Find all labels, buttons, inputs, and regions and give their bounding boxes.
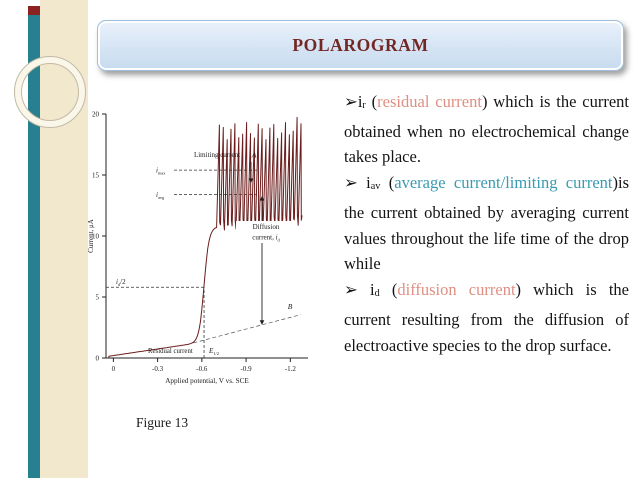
sidebar-accent-cap <box>28 6 40 15</box>
body-text-segment: d <box>374 288 380 300</box>
x-tick-label: -0.6 <box>196 365 208 373</box>
y-tick-label: 5 <box>96 293 100 301</box>
body-text-segment: av <box>370 181 381 193</box>
body-text-segment: ) which is the current obtained when no … <box>344 92 630 167</box>
chart-element: 1/2 <box>213 351 219 356</box>
body-text-segment: ( <box>365 92 378 111</box>
body-text-segment: ( <box>379 280 398 300</box>
body-text-segment: i <box>357 92 363 111</box>
body-text-segment: diffusion current <box>397 280 516 300</box>
label-backplate <box>236 221 296 243</box>
chart-element: A <box>251 151 257 160</box>
body-text-segment: r <box>362 99 366 111</box>
chart-element: i <box>156 167 158 175</box>
polarogram-curve <box>108 116 303 358</box>
body-bullet: ➢ iav (average current/limiting current)… <box>344 170 629 277</box>
body-text-segment: ) which is the current resulting from th… <box>344 280 629 355</box>
chart-element: Diffusion <box>253 223 280 231</box>
body-bullet: ➢ir (residual current) which is the curr… <box>344 89 629 170</box>
body-text-segment: residual current <box>377 92 482 111</box>
body-text-segment: average current/limiting current <box>394 173 613 193</box>
arrowhead-icon <box>259 196 265 201</box>
y-tick-label: 20 <box>92 110 100 118</box>
arrow-bullet-icon: ➢ <box>344 173 367 193</box>
arrow-bullet-icon: ➢ <box>344 280 370 300</box>
body-text: ➢ir (residual current) which is the curr… <box>344 89 629 358</box>
chart-element: avg <box>158 195 165 200</box>
iavg-label: iavg <box>156 191 165 200</box>
x-axis-label: Applied potential, V vs. SCE <box>165 377 249 385</box>
residual-extrapolation-line <box>187 314 301 345</box>
sidebar-accent-bar <box>28 14 40 478</box>
x-tick-label: -0.9 <box>241 365 253 373</box>
slide-title: POLAROGRAM <box>292 35 429 55</box>
limiting-current-label: Limiting current <box>194 151 240 159</box>
chart-element: /2 <box>120 278 126 286</box>
arrowhead-icon <box>259 320 265 325</box>
figure-area: 0 -0.3 -0.6 -0.9 -1.2 0 5 10 15 20 Current, μA Appl… <box>86 106 342 431</box>
y-tick-label: 10 <box>92 232 100 240</box>
body-text-segment: ( <box>380 173 395 193</box>
id-half-label: id/2 <box>116 278 126 287</box>
diffusion-current-label-2: current, id <box>252 234 280 243</box>
chart-element: d <box>118 282 121 287</box>
residual-current-label: Residual current <box>148 348 193 355</box>
figure-caption: Figure 13 <box>136 415 189 430</box>
title-box: POLAROGRAM <box>97 20 624 71</box>
point-a-label: A <box>251 151 257 160</box>
x-tick-label: -0.3 <box>152 365 164 373</box>
chart-element: B <box>288 302 293 311</box>
arrowhead-icon <box>248 178 254 183</box>
x-tick-label: 0 <box>112 365 116 373</box>
body-text-segment: i <box>370 280 375 300</box>
x-tick-label: -1.2 <box>285 365 297 373</box>
imax-label: imax <box>156 167 166 176</box>
diffusion-current-label: Diffusion <box>253 223 280 231</box>
chart-element: d <box>278 238 281 243</box>
chart-element: i <box>156 191 158 199</box>
y-tick-label: 15 <box>92 171 100 179</box>
e-half-label: E1/2 <box>208 347 219 356</box>
body-text-segment: i <box>366 173 371 193</box>
chart-element: i <box>276 234 278 242</box>
chart-element: i <box>116 278 118 286</box>
point-b-label: B <box>288 302 293 311</box>
chart-element: current, <box>252 234 275 242</box>
decorative-circles-icon <box>14 56 86 128</box>
y-axis-label: Current, μA <box>87 219 95 253</box>
body-text-segment: )is the current obtained by averaging cu… <box>344 173 630 274</box>
chart-element: max <box>158 171 166 176</box>
polarogram-chart: 0 -0.3 -0.6 -0.9 -1.2 0 5 10 15 20 Current, μA Appl… <box>87 110 308 385</box>
body-bullet: ➢ id (diffusion current) which is the cu… <box>344 277 629 358</box>
y-tick-label: 0 <box>96 354 100 362</box>
chart-element: Residual current <box>148 348 193 355</box>
chart-element: Limiting current <box>194 151 240 159</box>
chart-element: E <box>208 347 214 355</box>
arrow-bullet-icon: ➢ <box>344 92 358 111</box>
